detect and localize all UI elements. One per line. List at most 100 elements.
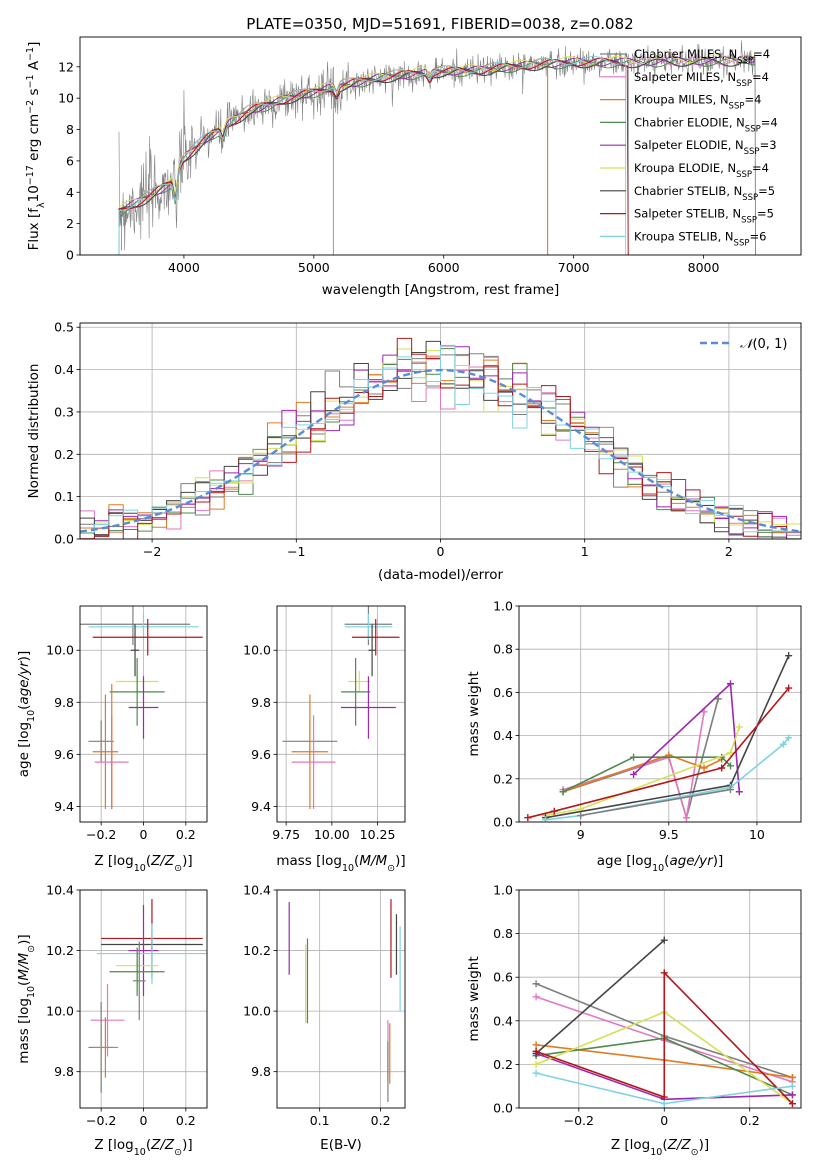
legend-tail: =5 — [757, 207, 774, 221]
y-tick-label: 10.0 — [243, 1004, 271, 1019]
y-tick-label: 0.8 — [493, 642, 513, 657]
plus-marker — [524, 814, 532, 822]
y-tick-label: 0.1 — [54, 489, 74, 504]
errorbar — [96, 923, 207, 984]
axes-weight-vs-Z: −0.2 0 0.2 0.0 0.2 0.4 0.6 0.8 1.0 Z [log10(Z/Z⊙)… — [466, 883, 802, 1158]
y-tick-label: 10 — [58, 91, 74, 106]
errorbar — [130, 624, 140, 677]
x-axis-label: E(B-V) — [320, 1137, 362, 1153]
plot-area — [524, 652, 793, 822]
ticks: 9 9.5 10 0.0 0.2 0.4 0.6 0.8 1.0 — [493, 599, 765, 843]
errorbar — [109, 658, 165, 726]
y-tick-label: 0.4 — [493, 1013, 513, 1028]
ticks: −0.2 0 0.2 0.0 0.2 0.4 0.6 0.8 1.0 — [493, 883, 760, 1129]
hist-step-salpeter-miles — [80, 356, 801, 539]
y-tick-label: 10.0 — [243, 643, 271, 658]
axis-label-part: )] — [395, 853, 406, 869]
y-tick-label: 1.0 — [493, 599, 513, 614]
x-tick-label: 10.00 — [314, 827, 350, 842]
plot-area — [118, 40, 756, 255]
y-tick-label: 0.0 — [493, 815, 513, 830]
legend-label: Salpeter MILES, NSSP=4 — [634, 70, 769, 89]
plus-marker — [700, 764, 708, 772]
legend-tail: =6 — [749, 229, 766, 243]
errorbar — [88, 613, 199, 640]
legend-label: Chabrier STELIB, NSSP=5 — [634, 184, 775, 203]
y-tick-label: 9.8 — [54, 695, 74, 710]
x-tick-label: −0.2 — [564, 1113, 594, 1128]
legend-text: Kroupa ELODIE, N — [634, 161, 736, 175]
axis-label-part: A — [26, 60, 42, 74]
axis-label-part: 10 — [342, 863, 354, 874]
plus-marker — [714, 695, 722, 703]
x-tick-label: 0.1 — [310, 1113, 330, 1128]
legend-tail: =4 — [744, 93, 761, 107]
y-tick-label: 0.2 — [493, 1057, 513, 1072]
hist-step-kroupa-stelib — [80, 344, 801, 533]
y-tick-label: 9.6 — [54, 747, 74, 762]
legend-sub: SSP — [742, 193, 758, 203]
axis-label-part: ⊙ — [174, 1147, 182, 1158]
legend-sub: SSP — [734, 238, 750, 248]
x-axis-label: wavelength [Angstrom, rest frame] — [322, 282, 560, 298]
legend-text: Chabrier STELIB, N — [634, 184, 742, 198]
plus-marker — [660, 936, 668, 944]
grid — [277, 889, 405, 1108]
plus-marker — [785, 734, 793, 742]
axis-label-part: −17 — [25, 165, 36, 185]
plus-marker — [532, 980, 540, 988]
axis-label-part: ( — [664, 853, 669, 869]
x-axis-label: mass [log10(M/M⊙)] — [276, 853, 405, 874]
plus-marker — [532, 1047, 540, 1055]
axis-label-part: Z/Z — [150, 853, 175, 869]
weight-line — [535, 972, 794, 1105]
axes-age-vs-Z: −0.2 0 0.29.49.69.810.0Z [log10(Z/Z⊙)]age … — [16, 605, 208, 874]
y-tick-label: 9.6 — [251, 747, 271, 762]
legend-text: Salpeter STELIB, N — [634, 207, 741, 221]
y-tick-label: 9.8 — [251, 695, 271, 710]
legend-tail: =4 — [753, 47, 770, 61]
plus-marker — [541, 816, 549, 822]
plus-marker — [550, 807, 558, 815]
axis-label-part: age/yr — [669, 853, 714, 869]
x-tick-label: 9.75 — [272, 827, 300, 842]
axis-label-part: Flux [f — [26, 207, 42, 251]
y-tick-label: 9.8 — [54, 1064, 74, 1079]
legend-label: Kroupa MILES, NSSP=4 — [634, 93, 761, 112]
figure-title: PLATE=0350, MJD=51691, FIBERID=0038, z=0… — [246, 15, 633, 33]
plus-marker — [788, 1100, 796, 1108]
legend-text: Kroupa MILES, N — [634, 93, 729, 107]
axis-label-part: s — [26, 88, 42, 99]
axis-label-part: )] — [16, 934, 32, 945]
y-tick-label: 9.4 — [54, 799, 74, 814]
axes-mass-vs-Z: −0.2 0 0.29.810.010.210.4Z [log10(Z/Z⊙)]ma… — [16, 883, 208, 1158]
axis-label-part: erg cm — [26, 114, 42, 165]
axes-frame — [276, 605, 406, 823]
legend-sub: SSP — [745, 124, 761, 134]
x-axis-label: Z [log10(Z/Z⊙)] — [94, 1137, 192, 1158]
y-tick-label: 0.4 — [54, 362, 74, 377]
legend-sub: SSP — [729, 102, 745, 112]
axes-frame — [79, 889, 208, 1109]
y-tick-label: 0.0 — [493, 1101, 513, 1116]
errorbar — [341, 658, 371, 726]
axis-label-part: ⊙ — [691, 1147, 699, 1158]
ticks: 9.75 10.00 10.25 9.4 9.6 9.8 10.0 — [243, 643, 395, 842]
plus-marker — [532, 1041, 540, 1049]
legend-tail: =4 — [752, 70, 769, 84]
errorbar — [351, 619, 400, 656]
axis-label-part: ⊙ — [26, 945, 37, 953]
errorbar — [291, 715, 336, 809]
y-tick-label: 10.4 — [46, 883, 74, 898]
errorbar — [344, 613, 393, 640]
x-tick-label: −2 — [143, 544, 161, 559]
x-tick-label: 1 — [581, 544, 589, 559]
x-tick-label: 0.2 — [176, 1113, 196, 1128]
errorbar — [90, 983, 125, 1057]
x-tick-label: 9 — [577, 827, 585, 842]
y-tick-label: 1.0 — [493, 883, 513, 898]
axes-spectrum: 4000 5000 6000 7000 8000 0 2 4 6 8 10 12 wavelength … — [25, 36, 802, 298]
legend: 𝒩(0, 1) — [700, 337, 787, 352]
